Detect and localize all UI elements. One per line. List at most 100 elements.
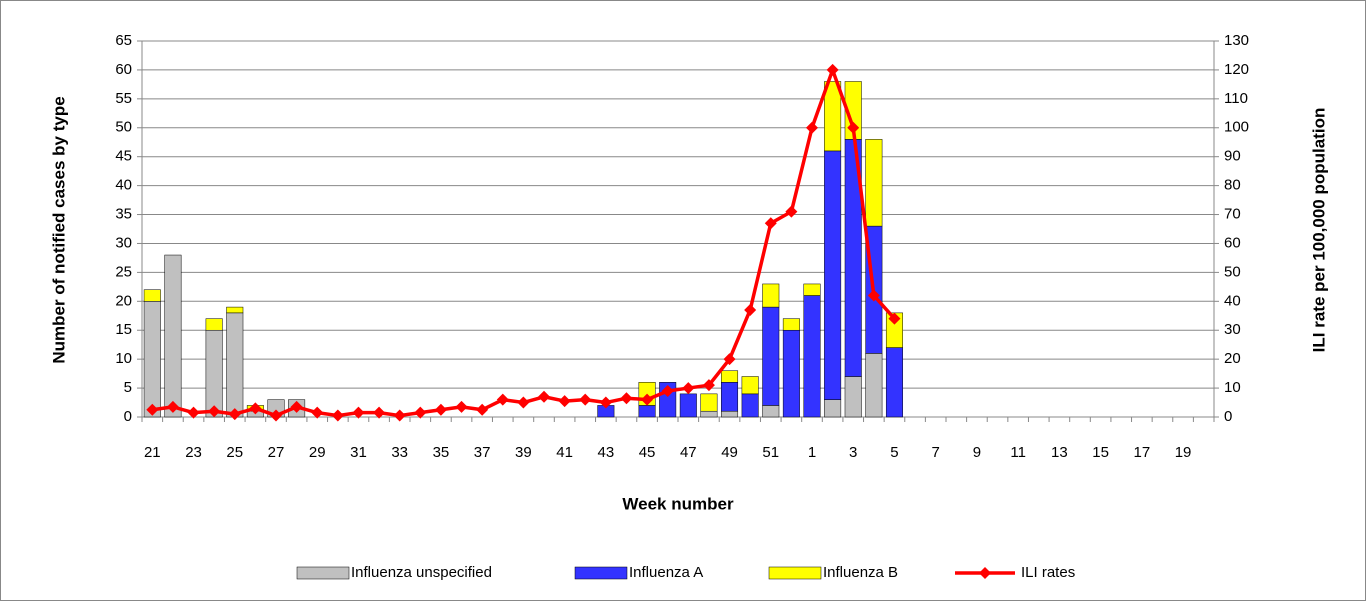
bar-segment: [865, 139, 883, 227]
x-tick-label: 47: [680, 444, 697, 461]
y2-tick-label: 110: [1224, 90, 1248, 107]
x-tick-label: 7: [932, 444, 940, 461]
y2-tick-label: 70: [1224, 206, 1241, 223]
bar-segment: [143, 289, 161, 302]
y2-tick-label: 50: [1224, 263, 1241, 280]
bar-segment: [638, 405, 656, 418]
line-marker: [434, 403, 447, 416]
bar-segment: [803, 283, 821, 296]
bar-segment: [205, 318, 223, 331]
line-marker: [496, 393, 509, 406]
x-tick-label: 29: [309, 444, 326, 461]
x-tick-label: 19: [1175, 444, 1192, 461]
legend-swatch: [574, 566, 628, 580]
legend-label: ILI rates: [1021, 564, 1075, 581]
y2-tick-label: 40: [1224, 292, 1241, 309]
line-marker: [166, 400, 179, 413]
bar-segment: [700, 410, 718, 418]
x-tick-label: 45: [639, 444, 656, 461]
x-tick-label: 49: [721, 444, 738, 461]
y-tick-label: 50: [115, 119, 132, 136]
y-tick-label: 60: [115, 61, 132, 78]
bar-segment: [741, 376, 759, 395]
legend-label: Influenza A: [629, 564, 703, 581]
line-marker: [476, 403, 489, 416]
bar-segment: [721, 382, 739, 412]
y-tick-label: 15: [115, 321, 132, 338]
legend-swatch: [296, 566, 350, 580]
line-marker: [806, 121, 818, 134]
bar-segment: [844, 376, 862, 418]
line-marker: [661, 384, 674, 397]
bar-segment: [721, 370, 739, 383]
legend-marker: [979, 567, 991, 579]
line-marker: [620, 392, 633, 405]
x-tick-label: 35: [433, 444, 450, 461]
line-marker: [702, 379, 715, 392]
y-tick-label: 30: [115, 234, 132, 251]
x-tick-label: 15: [1092, 444, 1109, 461]
y2-tick-label: 10: [1224, 379, 1241, 396]
bar-segment: [865, 353, 883, 418]
bar-segment: [782, 318, 800, 331]
legend-swatch: [768, 566, 822, 580]
line-marker: [847, 121, 860, 134]
y2-tick-label: 120: [1224, 61, 1249, 78]
bar-segment: [824, 81, 842, 152]
x-tick-label: 25: [226, 444, 243, 461]
y-tick-label: 20: [115, 292, 132, 309]
y2-tick-label: 100: [1224, 119, 1249, 136]
line-marker: [888, 312, 901, 325]
x-tick-label: 41: [556, 444, 573, 461]
y2-tick-label: 0: [1224, 408, 1232, 425]
y-tick-label: 0: [124, 408, 132, 425]
y-axis-title: Number of notified cases by type: [49, 96, 68, 363]
x-tick-label: 3: [849, 444, 857, 461]
y2-tick-label: 130: [1224, 32, 1249, 49]
line-marker: [187, 406, 200, 419]
line-marker: [249, 402, 262, 415]
y2-tick-label: 30: [1224, 321, 1241, 338]
bar-segment: [226, 306, 244, 314]
line-marker: [558, 395, 571, 408]
x-tick-label: 23: [185, 444, 202, 461]
bar-segment: [762, 306, 780, 406]
x-tick-label: 9: [973, 444, 981, 461]
bar-segment: [164, 254, 182, 418]
bar-segment: [205, 329, 223, 418]
y-tick-label: 10: [115, 350, 132, 367]
bar-segment: [762, 283, 780, 308]
bar-segment: [143, 301, 161, 418]
line-marker: [352, 406, 365, 419]
x-tick-label: 51: [762, 444, 779, 461]
x-tick-label: 17: [1134, 444, 1151, 461]
line-marker: [393, 409, 406, 422]
bar-segment: [824, 150, 842, 400]
line-marker: [311, 406, 324, 419]
y2-tick-label: 20: [1224, 350, 1241, 367]
x-tick-label: 31: [350, 444, 367, 461]
line-marker: [414, 406, 427, 419]
x-tick-label: 11: [1010, 444, 1026, 461]
bar-segment: [782, 329, 800, 418]
x-tick-label: 1: [808, 444, 816, 461]
bar-segment: [741, 393, 759, 418]
line-marker: [455, 400, 468, 413]
line-marker: [331, 409, 344, 422]
y-tick-label: 40: [115, 177, 132, 194]
y-tick-label: 25: [115, 263, 132, 280]
line-marker: [723, 353, 736, 366]
y2-axis-title: ILI rate per 100,000 population: [1309, 108, 1328, 353]
legend-label: Influenza unspecified: [351, 564, 492, 581]
y-tick-label: 35: [115, 206, 132, 223]
line-marker: [373, 406, 386, 419]
line-marker: [826, 63, 839, 76]
x-tick-label: 43: [598, 444, 615, 461]
x-axis-title: Week number: [622, 494, 734, 513]
bar-segment: [721, 410, 739, 418]
line-marker: [270, 409, 282, 422]
bar-segment: [226, 312, 244, 418]
line-marker: [579, 393, 592, 406]
